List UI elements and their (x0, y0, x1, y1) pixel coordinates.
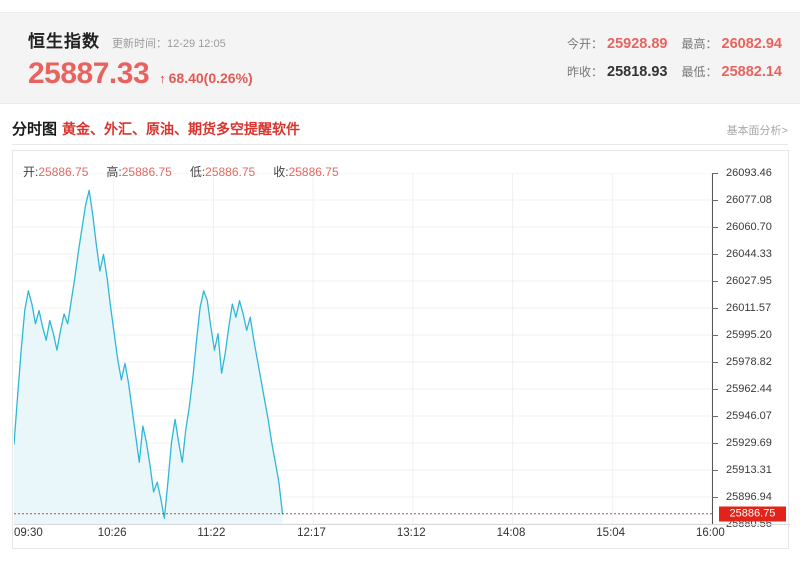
y-axis-line (712, 173, 724, 524)
y-axis-tick-label: 25929.69 (726, 437, 772, 449)
current-price-badge: 25886.75 (719, 506, 786, 522)
y-axis-tick-mark (712, 308, 718, 309)
x-axis-tick-label: 10:26 (97, 527, 127, 539)
y-axis-tick-label: 25995.20 (726, 328, 772, 341)
y-axis-tick-label: 26077.08 (726, 194, 772, 206)
open-label: 今开： (567, 37, 604, 51)
y-axis-tick-label: 26044.33 (726, 247, 772, 260)
arrow-up-icon: ↑ (159, 71, 166, 86)
price-change: ↑ 68.40(0.26%) (159, 70, 253, 86)
y-axis-tick-mark (712, 334, 718, 336)
high-label: 最高： (681, 37, 718, 51)
open-value: 25928.89 (607, 36, 668, 52)
ohlc-close-value: 25886.75 (288, 165, 339, 179)
x-axis-tick-label: 16:00 (696, 527, 725, 539)
high-value: 26082.94 (721, 36, 782, 52)
x-axis-line (14, 524, 790, 525)
y-axis-tick-mark (712, 389, 718, 390)
ohlc-close: 收:25886.75 (273, 163, 338, 180)
x-axis-tick-label: 14:08 (496, 527, 526, 539)
y-axis-tick-label: 25913.31 (726, 464, 772, 476)
index-name: 恒生指数 (28, 32, 100, 51)
ohlc-low: 低:25886.75 (190, 163, 255, 180)
last-price: 25887.33 (28, 57, 150, 90)
fundamental-analysis-link[interactable]: 基本面分析> (726, 125, 788, 137)
y-axis-tick-mark (712, 470, 718, 471)
ohlc-high-value: 25886.75 (121, 165, 172, 179)
update-time-value: 12-29 12:05 (167, 38, 226, 50)
ohlc-open: 开:25886.75 (23, 163, 88, 180)
y-axis-tick-label: 26011.57 (726, 302, 772, 314)
y-axis-tick-label: 26060.70 (726, 221, 772, 233)
y-axis-tick-mark (712, 362, 718, 363)
ohlc-readout: 开:25886.75 高:25886.75 低:25886.75 收:25886… (23, 163, 339, 180)
low-label: 最低： (681, 65, 718, 79)
x-axis-labels: 09:30 10:26 11:22 12:17 13:12 14:08 15:04 16:00 (13, 527, 790, 547)
ohlc-close-label: 收: (273, 165, 289, 179)
quote-header: 恒生指数 更新时间：12-29 12:05 25887.33 ↑ 68.40(0… (0, 12, 800, 104)
x-axis-tick-label: 11:22 (197, 527, 226, 539)
x-axis-tick-label: 09:30 (14, 527, 43, 539)
page-title: 分时图 (12, 121, 58, 138)
update-time-label: 更新时间： (112, 38, 167, 50)
price-change-value: 68.40(0.26%) (168, 70, 253, 86)
section-bar: 分时图 黄金、外汇、原油、期货多空提醒软件 基本面分析> (0, 118, 800, 148)
prev-close-value: 25818.93 (607, 64, 668, 80)
prev-close-label: 昨收： (567, 65, 604, 79)
x-axis-tick-label: 12:17 (297, 527, 326, 539)
ohlc-low-value: 25886.75 (205, 165, 256, 179)
y-axis-tick-mark (712, 415, 718, 417)
ohlc-high-label: 高: (106, 165, 122, 179)
ohlc-low-label: 低: (189, 165, 206, 179)
y-axis-tick-mark (712, 496, 718, 498)
y-axis-tick-label: 25896.94 (726, 490, 772, 503)
plot-area[interactable] (14, 173, 712, 524)
index-name-row: 恒生指数 更新时间：12-29 12:05 (28, 27, 253, 52)
low-value: 25882.14 (721, 64, 782, 80)
quote-summary-left: 恒生指数 更新时间：12-29 12:05 25887.33 ↑ 68.40(0… (28, 27, 253, 89)
ohlc-high: 高:25886.75 (106, 163, 171, 180)
y-axis-tick-mark (712, 443, 718, 444)
promo-text[interactable]: 黄金、外汇、原油、期货多空提醒软件 (62, 121, 300, 137)
y-axis-tick-mark (712, 200, 718, 201)
y-axis-tick-label: 25962.44 (726, 383, 772, 395)
price-row: 25887.33 ↑ 68.40(0.26%) (28, 59, 253, 89)
section-divider (12, 144, 788, 145)
x-axis-tick-label: 15:04 (596, 527, 626, 539)
x-axis-tick-label: 13:12 (396, 527, 426, 539)
y-axis-tick-mark (712, 281, 718, 282)
quote-stats: 今开： 25928.89 最高： 26082.94 昨收： 25818.93 最… (567, 35, 782, 91)
y-axis-tick-label: 25978.82 (726, 356, 772, 368)
y-axis-labels: 26093.46 26077.08 26060.70 26044.33 26027.95… (726, 167, 790, 530)
y-axis-tick-label: 26093.46 (726, 167, 772, 179)
ohlc-open-label: 开: (23, 165, 39, 179)
update-time: 更新时间：12-29 12:05 (112, 35, 226, 51)
price-line-svg (14, 173, 712, 524)
y-axis-tick-label: 25946.07 (726, 409, 772, 422)
intraday-chart[interactable]: 开:25886.75 高:25886.75 低:25886.75 收:25886… (12, 150, 790, 549)
stat-row-prevclose-low: 昨收： 25818.93 最低： 25882.14 (567, 63, 782, 80)
y-axis-tick-mark (712, 227, 718, 228)
y-axis-tick-mark (712, 173, 718, 174)
ohlc-open-value: 25886.75 (38, 165, 89, 179)
stat-row-open-high: 今开： 25928.89 最高： 26082.94 (567, 35, 782, 52)
y-axis-tick-label: 26027.95 (726, 275, 772, 287)
y-axis-tick-mark (712, 253, 718, 255)
